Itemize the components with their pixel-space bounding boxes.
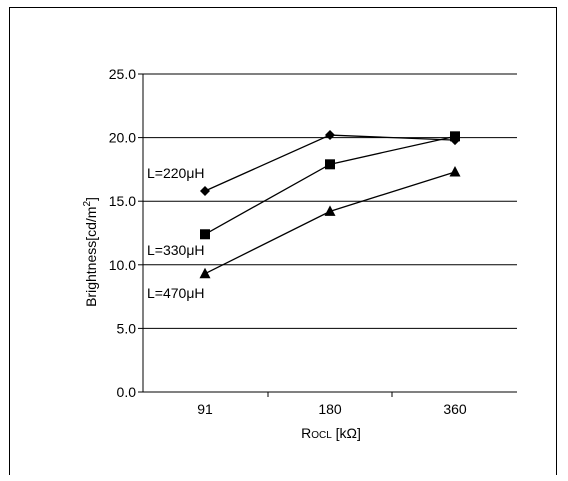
triangle-marker <box>324 205 336 216</box>
y-tick-label: 5.0 <box>117 320 137 336</box>
figure-frame <box>9 7 557 475</box>
triangle-marker <box>199 267 211 279</box>
series-line <box>204 135 456 235</box>
x-axis-title-main: R <box>301 425 311 441</box>
x-axis-title-unit: [kΩ] <box>332 425 361 441</box>
series-3 <box>199 165 461 279</box>
series-label: L=470μH <box>147 285 205 301</box>
y-axis-title-close: ] <box>83 197 99 201</box>
axes <box>142 74 517 397</box>
x-axis-title: ROCL [kΩ] <box>301 425 361 441</box>
y-tick-labels: 0.0 5.0 10.0 15.0 20.0 25.0 <box>109 66 136 400</box>
series-labels: L=220μH L=330μH L=470μH <box>147 165 205 301</box>
x-tick-labels: 91 180 360 <box>197 401 467 417</box>
y-tick-label: 10.0 <box>109 257 136 273</box>
square-marker <box>450 131 460 142</box>
square-marker <box>200 229 210 240</box>
y-tick-label: 25.0 <box>109 66 136 82</box>
y-tick-label: 20.0 <box>109 130 136 146</box>
diamond-marker <box>325 130 335 141</box>
x-axis-title-sub: OCL <box>311 430 332 441</box>
series-2 <box>200 131 460 240</box>
series-group <box>199 130 461 279</box>
y-tick-label: 0.0 <box>117 384 137 400</box>
y-axis-title: Brightness[cd/m2] <box>82 197 99 307</box>
series-line <box>204 171 456 275</box>
square-marker <box>325 159 335 170</box>
y-axis-title-base: Brightness[cd/m <box>83 207 99 307</box>
x-tick-label: 91 <box>197 401 213 417</box>
series-label: L=330μH <box>147 242 205 258</box>
x-tick-label: 180 <box>318 401 342 417</box>
y-tick-label: 15.0 <box>109 193 136 209</box>
x-tick-label: 360 <box>443 401 467 417</box>
grid-lines <box>138 73 517 393</box>
y-axis-title-sup: 2 <box>82 201 93 207</box>
series-label: L=220μH <box>147 165 205 181</box>
diamond-marker <box>200 186 210 197</box>
triangle-marker <box>449 165 461 177</box>
